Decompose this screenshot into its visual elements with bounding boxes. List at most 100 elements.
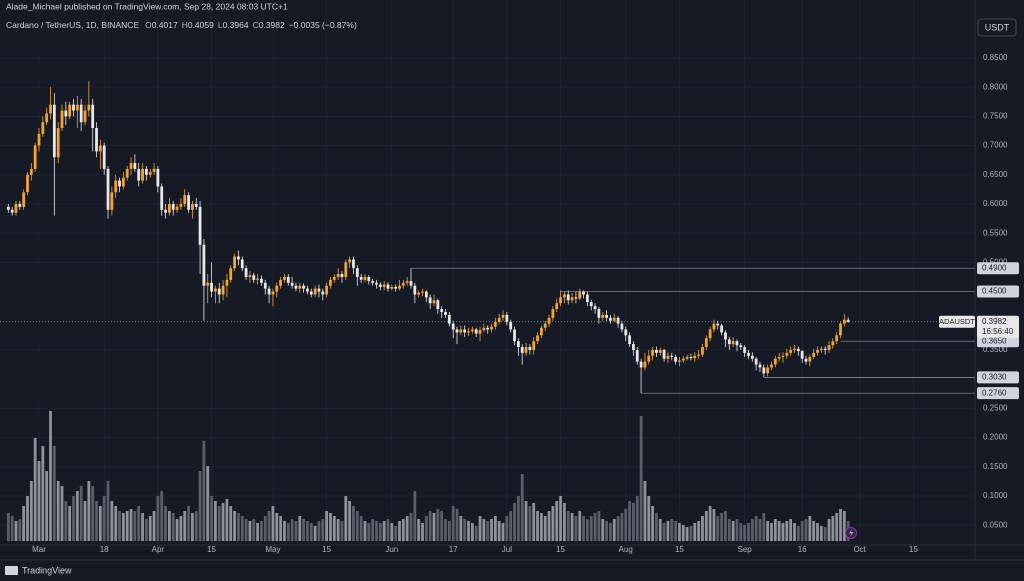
candle-body — [355, 268, 359, 277]
volume-bar — [386, 519, 390, 541]
candle-body — [478, 330, 482, 334]
candle-body — [444, 311, 447, 315]
x-tick-label: 15 — [675, 545, 684, 554]
candle-body — [543, 323, 547, 328]
candle-body — [658, 349, 662, 353]
candle-body — [620, 323, 624, 330]
volume-bar — [704, 511, 708, 541]
volume-bar — [777, 521, 781, 541]
candle-body — [447, 314, 451, 324]
volume-bar — [793, 523, 796, 541]
candle-body — [428, 297, 432, 304]
candle-body — [363, 276, 367, 280]
volume-bar — [29, 481, 33, 541]
volume-bar — [501, 523, 505, 541]
candle-body — [505, 314, 509, 322]
volume-bar — [95, 501, 98, 541]
volume-bar — [424, 516, 428, 541]
volume-bar — [739, 523, 743, 541]
volume-bar — [589, 516, 593, 541]
candle-body — [501, 314, 505, 318]
candle-body — [689, 356, 693, 359]
volume-bar — [727, 519, 731, 541]
h-value: 0.4059 — [188, 20, 214, 30]
candle-body — [198, 206, 202, 245]
volume-bar — [789, 519, 793, 541]
candle-body — [589, 302, 593, 307]
candle-body — [781, 355, 785, 357]
volume-bar — [432, 513, 436, 541]
volume-bar — [486, 521, 490, 541]
candle-body — [432, 300, 436, 304]
volume-bar — [252, 519, 256, 541]
candle-body — [378, 284, 382, 287]
candle-body — [121, 177, 125, 187]
candle-body — [539, 327, 543, 336]
volume-bar — [670, 519, 674, 541]
candle-body — [60, 110, 64, 129]
candle-body — [22, 192, 26, 207]
volume-bar — [754, 516, 758, 541]
volume-bar — [524, 501, 528, 541]
candle-body — [68, 104, 72, 117]
candle-body — [758, 364, 762, 368]
volume-bar — [831, 516, 835, 541]
candle-body — [398, 285, 401, 289]
candle-body — [482, 327, 486, 331]
volume-bar — [616, 516, 620, 541]
volume-bar — [194, 511, 198, 541]
candle-body — [616, 317, 620, 324]
candle-body — [317, 288, 321, 292]
volume-bar — [624, 509, 628, 541]
volume-bar — [56, 481, 60, 541]
x-tick-label: Apr — [152, 545, 165, 554]
candle-body — [18, 203, 22, 207]
volume-bar — [52, 446, 56, 541]
volume-bar — [225, 499, 229, 541]
currency-button[interactable] — [977, 18, 1017, 37]
x-tick-label: 15 — [207, 545, 216, 554]
candle-body — [283, 276, 286, 280]
brand-logo — [5, 566, 18, 575]
candle-body — [451, 323, 455, 330]
volume-bar — [302, 519, 306, 541]
volume-bar — [451, 506, 455, 541]
volume-bar — [800, 521, 804, 541]
y-tick-label: 0.2500 — [983, 403, 1008, 412]
x-tick-label: 17 — [449, 545, 458, 554]
candle-body — [191, 203, 194, 210]
candle-body — [160, 186, 164, 210]
candle-body — [532, 341, 536, 350]
candle-body — [102, 145, 106, 169]
candle-body — [524, 347, 528, 353]
volume-bar — [33, 438, 37, 541]
candle-body — [586, 294, 589, 303]
x-tick-label: Sep — [738, 545, 753, 554]
volume-bar — [401, 519, 405, 541]
volume-bar — [666, 521, 670, 541]
candle-body — [490, 326, 493, 330]
candle-body — [424, 291, 428, 298]
candle-body — [493, 321, 497, 327]
candle-body — [106, 168, 110, 210]
candle-body — [125, 168, 129, 178]
candle-body — [267, 288, 271, 295]
volume-bar — [609, 523, 612, 541]
volume-bar — [187, 506, 190, 541]
volume-bar — [551, 506, 555, 541]
x-tick-label: Jun — [385, 545, 398, 554]
volume-bar — [106, 481, 110, 541]
volume-bar — [110, 501, 114, 541]
volume-bar — [156, 496, 160, 541]
candle-body — [129, 163, 133, 169]
volume-bar — [263, 516, 267, 541]
candle-body — [509, 321, 513, 330]
candle-body — [731, 341, 735, 345]
candle-body — [697, 354, 701, 356]
candle-body — [286, 276, 290, 283]
currency-label[interactable]: USDT — [985, 22, 1010, 32]
volume-bar — [10, 516, 14, 541]
volume-bar — [566, 511, 570, 541]
candle-body — [225, 279, 229, 286]
candle-body — [313, 288, 317, 295]
